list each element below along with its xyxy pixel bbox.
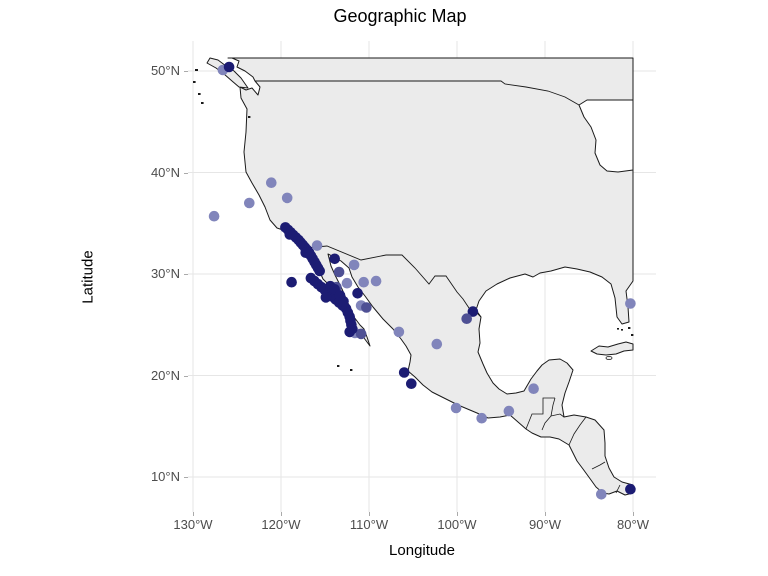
map-point — [208, 210, 220, 222]
map-point — [361, 302, 372, 313]
y-tick-label: 20°N — [150, 368, 180, 383]
map-point — [625, 298, 636, 309]
map-point — [406, 378, 417, 390]
y-tick-mark — [184, 173, 188, 174]
map-point — [625, 483, 636, 495]
x-tick-label: 100°W — [437, 517, 477, 532]
map-point — [333, 266, 345, 278]
y-tick-label: 10°N — [150, 469, 180, 484]
y-tick-mark — [184, 274, 188, 275]
map-point — [281, 192, 293, 204]
map-point — [393, 326, 405, 338]
x-tick-mark — [281, 512, 282, 516]
map-point — [320, 292, 332, 303]
x-tick-label: 80°W — [617, 517, 649, 532]
map-point — [244, 197, 255, 209]
x-tick-label: 130°W — [173, 517, 213, 532]
plot-title: Geographic Map — [333, 6, 467, 26]
data-points — [208, 61, 636, 500]
map-point — [338, 296, 349, 307]
x-axis-title: Longitude — [389, 542, 455, 559]
y-tick-label: 40°N — [150, 165, 180, 180]
map-point — [223, 61, 235, 73]
map-point — [596, 489, 607, 500]
x-tick-mark — [457, 512, 458, 516]
y-axis-title: Latitude — [79, 250, 97, 304]
x-tick-mark — [633, 512, 634, 516]
map-point — [355, 328, 367, 340]
us-canada-border — [255, 80, 580, 106]
central-america-borders — [525, 397, 621, 494]
great-lakes — [578, 99, 634, 173]
cuba — [590, 341, 634, 356]
us-mexico-border — [306, 245, 482, 318]
land-layer — [193, 57, 634, 496]
map-point — [503, 405, 515, 417]
x-tick-label: 120°W — [261, 517, 301, 532]
map-point — [461, 313, 473, 325]
y-tick-mark — [184, 477, 188, 478]
x-tick-label: 90°W — [529, 517, 561, 532]
map-point — [370, 275, 382, 287]
isle-of-youth — [605, 355, 613, 360]
y-tick-mark — [184, 71, 188, 72]
y-tick-mark — [184, 376, 188, 377]
map-point — [314, 265, 325, 277]
x-tick-mark — [193, 512, 194, 516]
map-point — [341, 277, 353, 289]
map-point — [329, 253, 340, 265]
y-tick-label: 50°N — [150, 63, 180, 78]
map-point — [311, 240, 323, 251]
map-point — [352, 288, 363, 299]
mainland-north-america — [227, 57, 634, 496]
map-point — [266, 177, 277, 188]
x-tick-label: 110°W — [349, 517, 389, 532]
map-point — [358, 276, 369, 288]
map-point — [344, 326, 355, 338]
map-point — [467, 306, 479, 317]
map-point — [528, 383, 539, 395]
x-tick-mark — [369, 512, 370, 516]
map-point — [286, 276, 297, 288]
x-tick-mark — [545, 512, 546, 516]
map-point — [398, 367, 410, 378]
map-point — [450, 402, 462, 414]
map-panel — [188, 41, 656, 512]
small-islands — [193, 69, 634, 371]
map-point — [348, 259, 360, 271]
map-point — [476, 412, 488, 424]
y-tick-label: 30°N — [150, 266, 180, 281]
map-point — [431, 338, 443, 350]
